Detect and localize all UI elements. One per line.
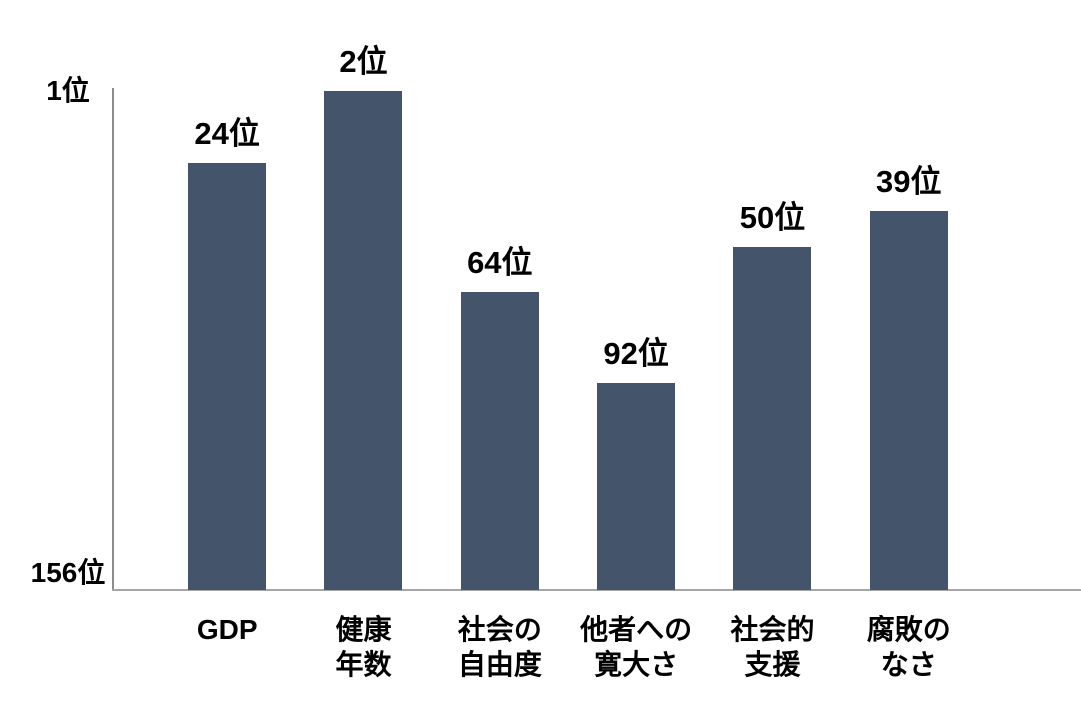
bar-column-2: 64位 xyxy=(432,88,568,590)
bar-column-3: 92位 xyxy=(568,88,704,590)
bar-5 xyxy=(869,211,948,590)
plot-area: 24位 2位 64位 92位 50位 39位 xyxy=(159,45,977,590)
bar-1 xyxy=(324,91,403,590)
bar-value-label-4: 50位 xyxy=(739,199,806,235)
bar-0 xyxy=(188,162,267,590)
y-axis-line xyxy=(112,88,114,591)
category-label-line: 社会的 xyxy=(730,614,815,645)
y-axis-tick-bottom: 156位 xyxy=(30,557,106,588)
y-axis-tick-top: 1位 xyxy=(46,75,90,106)
category-label-4: 社会的 支援 xyxy=(704,612,840,682)
category-label-line: なさ xyxy=(880,649,937,680)
bar-column-0: 24位 xyxy=(159,88,295,590)
category-label-2: 社会の 自由度 xyxy=(432,612,568,682)
bar-value-label-5: 39位 xyxy=(876,164,942,200)
category-label-line: 年数 xyxy=(335,649,392,680)
bar-4 xyxy=(733,246,812,590)
category-label-line: 社会の xyxy=(457,614,542,645)
bar-2 xyxy=(460,292,539,590)
category-axis-labels: GDP 健康 年数 社会の 自由度 他者への 寛大さ 社会的 支援 腐敗の なさ xyxy=(159,612,977,682)
category-label-line: 腐敗の xyxy=(866,614,951,645)
bar-column-1: 2位 xyxy=(295,45,431,590)
category-label-5: 腐敗の なさ xyxy=(841,612,977,682)
category-label-line: 自由度 xyxy=(457,649,542,680)
category-label-line: 寛大さ xyxy=(594,649,679,680)
bar-value-label-2: 64位 xyxy=(467,245,533,281)
category-label-1: 健康 年数 xyxy=(295,612,431,682)
x-axis-line xyxy=(112,589,1081,591)
category-label-line: GDP xyxy=(196,614,258,645)
category-label-3: 他者への 寛大さ xyxy=(568,612,704,682)
bar-value-label-3: 92位 xyxy=(603,335,669,371)
bar-column-4: 50位 xyxy=(704,88,840,590)
bar-3 xyxy=(597,382,676,590)
bar-value-label-0: 24位 xyxy=(194,115,260,151)
category-label-line: 支援 xyxy=(744,649,801,680)
bar-column-5: 39位 xyxy=(841,88,977,590)
category-label-line: 他者への xyxy=(580,614,693,645)
bar-value-label-1: 2位 xyxy=(339,44,388,80)
category-label-line: 健康 xyxy=(335,614,392,645)
category-label-0: GDP xyxy=(159,612,295,682)
